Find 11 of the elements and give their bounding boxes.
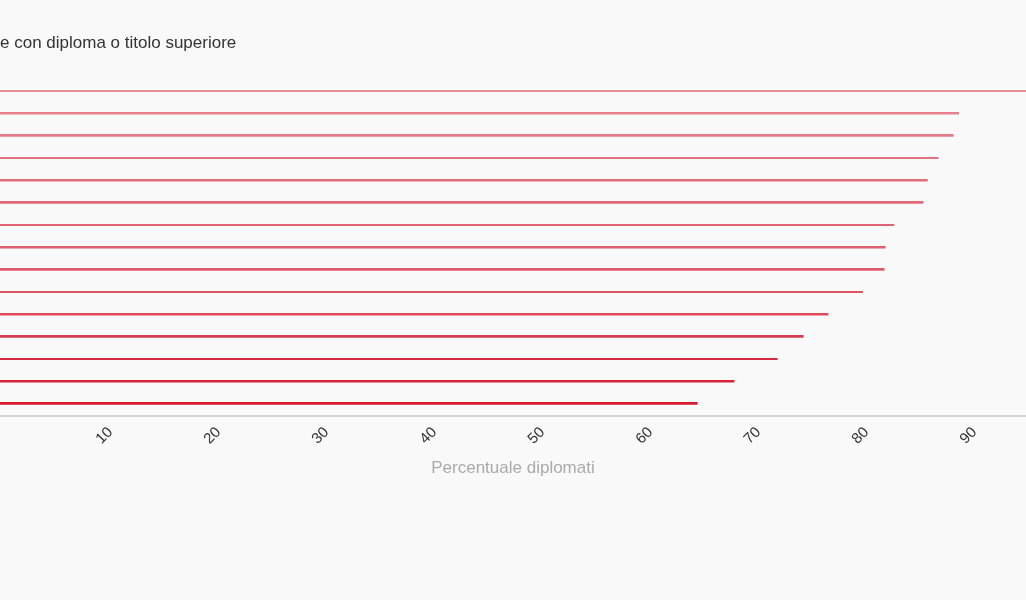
x-tick-label: 90 <box>955 422 980 447</box>
x-tick-label: 40 <box>415 422 440 447</box>
x-tick-label: 20 <box>199 422 224 447</box>
x-tick-label: 10 <box>91 422 116 447</box>
x-axis-title: Percentuale diplomati <box>431 457 595 477</box>
chart-title: e con diploma o titolo superiore <box>0 32 237 52</box>
x-tick-label: 60 <box>631 422 656 447</box>
x-tick-label: 80 <box>847 422 872 447</box>
x-tick-label: 30 <box>307 422 332 447</box>
x-tick-label: 50 <box>523 422 548 447</box>
x-tick-label: 70 <box>739 422 764 447</box>
